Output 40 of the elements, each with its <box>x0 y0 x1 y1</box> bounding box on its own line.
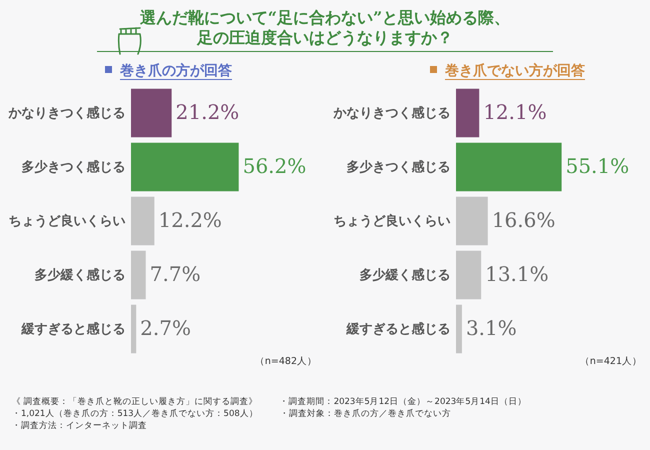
category-label: 多少緩く感じる <box>360 268 450 283</box>
category-label: ちょうど良いくらい <box>334 214 450 229</box>
data-label: 12.1% <box>483 100 547 124</box>
bar <box>131 142 239 192</box>
category-label: 多少きつく感じる <box>346 160 450 175</box>
category-label: かなりきつく感じる <box>334 106 450 121</box>
data-label: 16.6% <box>492 208 556 232</box>
text: 選んだ靴について“足に合わない”と思い始める際、足の圧迫度合いはどうなりますか？ <box>97 8 553 52</box>
category-label: 多少きつく感じる <box>22 160 126 175</box>
category-label: かなりきつく感じる <box>8 106 126 121</box>
bar <box>456 196 488 246</box>
bar <box>131 250 146 300</box>
text: （n=421人） <box>580 355 642 368</box>
category-label: ちょうど良いくらい <box>8 214 126 229</box>
category-label: 多少緩く感じる <box>34 268 126 283</box>
text: ・1,021人（巻き爪の方：513人／巻き爪でない方：508人） <box>12 408 258 420</box>
bar <box>131 196 154 246</box>
data-label: 21.2% <box>176 100 240 124</box>
data-label: 3.1% <box>466 316 517 340</box>
bar <box>131 88 172 138</box>
data-label: 56.2% <box>242 154 306 178</box>
data-label: 12.2% <box>158 208 222 232</box>
text: ・調査対象：巻き爪の方／巻き爪でない方 <box>280 408 451 420</box>
bar <box>456 304 462 354</box>
bar <box>456 250 482 300</box>
category-label: 緩すぎると感じる <box>22 322 126 337</box>
text: ・調査方法：インターネット調査 <box>12 420 147 432</box>
bar <box>131 304 136 354</box>
bar <box>456 88 480 138</box>
bar <box>456 142 562 192</box>
category-label: 緩すぎると感じる <box>346 322 450 337</box>
data-label: 2.7% <box>140 316 191 340</box>
chart-subtitle: 巻き爪の方が回答 <box>120 63 232 80</box>
text: ・調査期間：2023年5月12日（金）～2023年5月14日（日） <box>280 396 526 408</box>
text: （n=482人） <box>254 355 317 368</box>
chart-subtitle: 巻き爪でない方が回答 <box>445 63 585 80</box>
data-label: 7.7% <box>150 262 201 286</box>
data-label: 55.1% <box>566 154 630 178</box>
data-label: 13.1% <box>485 262 549 286</box>
text: 《 調査概要：「巻き爪と靴の正しい履き方」に関する調査》 <box>12 396 258 408</box>
